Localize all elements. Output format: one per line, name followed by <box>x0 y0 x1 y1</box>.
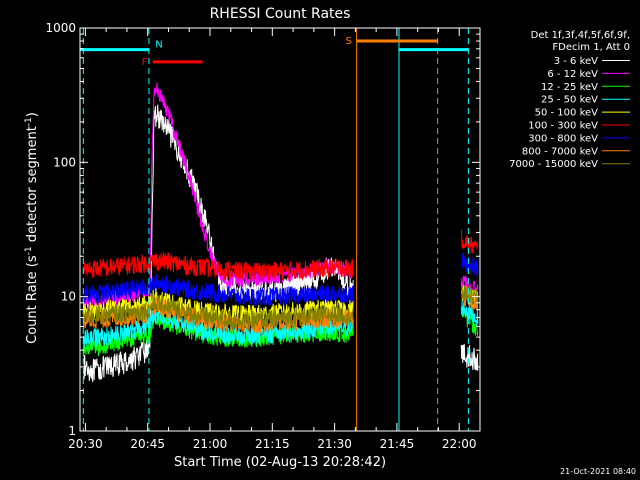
y-axis-label-mid: detector segment <box>25 126 40 246</box>
series-line <box>460 282 479 306</box>
y-axis-label-sup1: -1 <box>24 246 34 255</box>
series-line <box>460 229 479 254</box>
legend-entry-label: 7000 - 15000 keV <box>509 159 598 170</box>
legend-entry-label: 100 - 300 keV <box>528 121 598 132</box>
x-axis-label: Start Time (02-Aug-13 20:28:42) <box>174 455 386 470</box>
state-label-s: S <box>345 36 351 47</box>
plot-frame <box>79 27 481 432</box>
legend-header: Det 1f,3f,4f,5f,6f,9f, <box>531 30 630 41</box>
legend-entry-label: 6 - 12 keV <box>547 69 598 80</box>
y-axis-label: Count Rate (s-1 detector segment-1) <box>24 112 40 344</box>
series-line <box>82 251 354 282</box>
state-label-f: F <box>142 57 148 68</box>
x-tick-label: 21:00 <box>193 437 228 451</box>
series-line <box>82 305 354 349</box>
x-tick-label: 21:45 <box>380 437 415 451</box>
legend-entry-label: 3 - 6 keV <box>554 56 598 67</box>
series-line <box>460 252 479 278</box>
legend-entry-label: 25 - 50 keV <box>541 95 598 106</box>
y-tick-label: 100 <box>53 155 76 169</box>
legend-entry-label: 800 - 7000 keV <box>522 146 598 157</box>
series-300-800keV <box>82 252 479 307</box>
legend-entry-label: 12 - 25 keV <box>541 82 598 93</box>
y-tick-label: 1 <box>68 424 76 438</box>
legend-entry-label: 50 - 100 keV <box>535 108 599 119</box>
legend-header: FDecim 1, Att 0 <box>552 42 630 53</box>
state-label-n: N <box>155 40 162 51</box>
x-tick-label: 22:00 <box>442 437 477 451</box>
x-tick-label: 21:15 <box>255 437 290 451</box>
chart-title: RHESSI Count Rates <box>210 6 351 22</box>
series-100-300keV <box>82 229 479 282</box>
x-tick-label: 20:45 <box>130 437 165 451</box>
y-axis-label-end: ) <box>25 112 40 117</box>
series-line <box>82 293 354 330</box>
timestamp: 21-Oct-2021 08:40 <box>560 467 636 476</box>
y-tick-label: 1000 <box>45 21 76 35</box>
x-tick-label: 20:30 <box>68 437 103 451</box>
legend-entry-label: 300 - 800 keV <box>528 133 598 144</box>
y-tick-label: 10 <box>61 290 76 304</box>
series-line <box>460 344 479 371</box>
x-tick-label: 21:30 <box>317 437 352 451</box>
series-7000-15000keV <box>82 282 479 330</box>
y-axis-label-sup2: -1 <box>24 117 34 126</box>
series-line <box>82 274 354 307</box>
